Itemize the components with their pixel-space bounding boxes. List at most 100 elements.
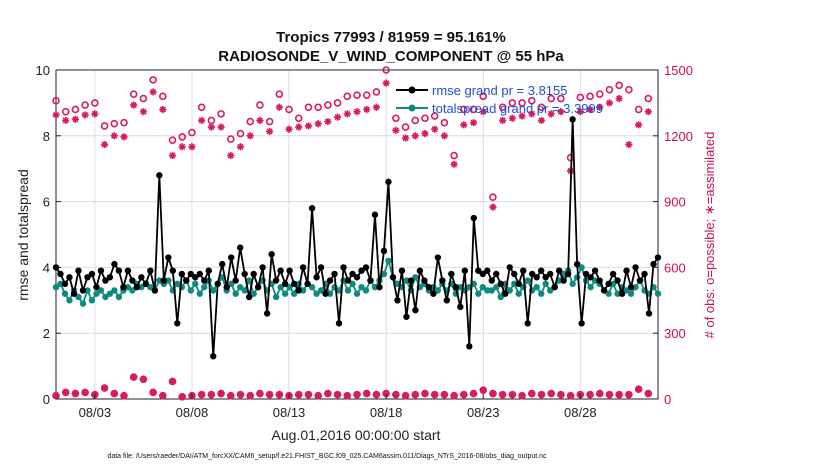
- rmse-point: [120, 283, 127, 291]
- rmse-point: [286, 267, 293, 274]
- totalspread-point: [308, 283, 316, 291]
- obs-assimilated-marker: [508, 114, 516, 122]
- obs-possible-marker: [401, 123, 410, 131]
- rmse-point: [573, 260, 581, 268]
- obs-bottom-possible-marker: [644, 389, 653, 398]
- totalspread-point: [506, 287, 513, 294]
- obs-bottom-possible-marker: [615, 390, 623, 399]
- obs-bottom-possible-marker: [120, 391, 128, 400]
- obs-possible-marker: [586, 92, 594, 101]
- rmse-point: [398, 267, 406, 274]
- obs-bottom-possible-marker: [469, 389, 478, 398]
- obs-bottom-assimilated-marker: [52, 392, 60, 400]
- totalspread-point: [52, 283, 60, 291]
- totalspread-point: [385, 257, 392, 265]
- obs-bottom-possible-marker: [401, 391, 410, 400]
- obs-bottom-possible-marker: [61, 388, 70, 397]
- y-right-tick-label: 1500: [664, 63, 693, 78]
- obs-bottom-possible-marker: [557, 390, 565, 399]
- obs-bottom-assimilated-marker: [567, 392, 575, 400]
- rmse-point: [380, 247, 388, 255]
- legend-rmse-label: rmse grand pr = 3.8155: [432, 83, 568, 98]
- totalspread-point: [201, 283, 208, 291]
- obs-bottom-possible-marker: [81, 388, 89, 397]
- obs-possible-marker: [333, 99, 342, 107]
- totalspread-point: [147, 283, 154, 291]
- obs-assimilated-marker: [392, 126, 400, 134]
- obs-assimilated-marker: [285, 125, 293, 133]
- obs-bottom-assimilated-marker: [324, 389, 332, 398]
- obs-bottom-possible-marker: [460, 390, 468, 399]
- obs-bottom-possible-marker: [527, 389, 536, 398]
- rmse-point: [106, 274, 114, 281]
- rmse-point: [645, 310, 653, 317]
- obs-possible-marker: [275, 90, 284, 98]
- obs-possible-marker: [139, 94, 148, 103]
- obs-bottom-possible-marker: [566, 391, 575, 400]
- obs-bottom-assimilated-marker: [198, 391, 206, 399]
- x-tick-label: 08/13: [273, 405, 306, 420]
- rmse-point: [322, 290, 329, 297]
- obs-possible-marker: [188, 128, 196, 137]
- obs-bottom-assimilated-marker: [236, 391, 245, 399]
- obs-assimilated-marker: [333, 113, 342, 121]
- obs-bottom-assimilated-marker: [411, 391, 419, 399]
- obs-possible-marker: [489, 193, 497, 202]
- obs-possible-marker: [557, 94, 565, 103]
- totalspread-point: [654, 290, 662, 297]
- obs-assimilated-marker: [81, 111, 89, 119]
- rmse-point: [569, 116, 576, 123]
- x-tick-label: 08/28: [564, 405, 597, 420]
- obs-bottom-possible-marker: [440, 390, 449, 399]
- rmse-point: [650, 260, 657, 268]
- obs-bottom-assimilated-marker: [353, 391, 361, 399]
- rmse-point: [232, 277, 239, 284]
- totalspread-point: [542, 280, 549, 288]
- totalspread-point: [115, 293, 123, 301]
- obs-possible-marker: [226, 135, 235, 143]
- rmse-point: [551, 283, 558, 291]
- obs-bottom-possible-marker: [508, 390, 517, 399]
- obs-bottom-possible-marker: [178, 393, 187, 401]
- totalspread-point: [250, 290, 257, 297]
- rmse-point: [205, 267, 212, 274]
- rmse-point: [299, 264, 307, 271]
- obs-possible-marker: [430, 112, 439, 120]
- totalspread-point: [546, 287, 554, 294]
- totalspread-point: [326, 290, 334, 297]
- obs-bottom-assimilated-marker: [266, 391, 274, 399]
- obs-bottom-possible-marker: [197, 390, 206, 399]
- obs-bottom-assimilated-marker: [227, 392, 235, 400]
- obs-bottom-possible-marker: [207, 390, 216, 399]
- obs-possible-marker: [197, 103, 206, 112]
- obs-bottom-assimilated-marker: [256, 389, 264, 398]
- rmse-point: [70, 290, 78, 297]
- totalspread-point: [371, 283, 379, 291]
- obs-possible-marker: [440, 118, 449, 127]
- y-tick-label: 0: [43, 392, 50, 407]
- obs-possible-marker: [547, 94, 555, 103]
- rmse-point: [313, 274, 320, 281]
- rmse-point: [295, 287, 302, 294]
- rmse-point: [425, 283, 433, 291]
- obs-bottom-possible-marker: [411, 390, 420, 399]
- obs-bottom-assimilated-marker: [295, 391, 303, 399]
- obs-assimilated-marker: [605, 99, 614, 107]
- obs-assimilated-marker: [324, 117, 332, 126]
- rmse-point: [529, 270, 536, 278]
- rmse-point: [201, 277, 208, 284]
- rmse-point: [308, 204, 316, 212]
- obs-bottom-assimilated-marker: [363, 389, 371, 398]
- legend-rmse-marker: [408, 86, 416, 94]
- totalspread-point: [245, 277, 253, 284]
- rmse-point: [537, 267, 545, 274]
- rmse-point: [281, 280, 289, 288]
- plot-frame: [55, 69, 659, 400]
- footnote: data file: /Users/raeder/DAI/ATM_forcXX/…: [107, 453, 547, 460]
- rmse-point: [290, 280, 298, 288]
- rmse-point: [555, 267, 563, 274]
- obs-bottom-assimilated-marker: [537, 391, 546, 399]
- obs-assimilated-marker: [130, 101, 138, 109]
- legend: rmse grand pr = 3.8155 totalspread grand…: [396, 83, 603, 116]
- obs-possible-marker: [314, 103, 322, 112]
